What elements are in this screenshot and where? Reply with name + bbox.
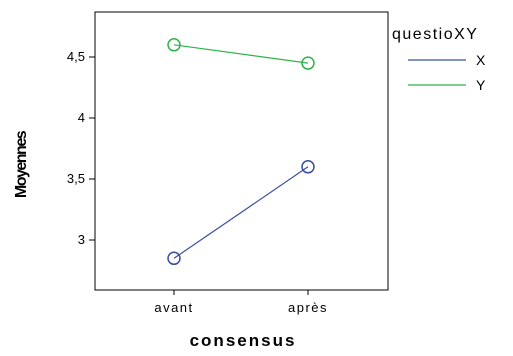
data-point-x <box>167 251 181 266</box>
x-tick-label: avant <box>154 300 193 315</box>
plot-frame <box>94 11 389 291</box>
legend-label-x: X <box>476 52 486 68</box>
y-tick-label: 4,5 <box>67 49 85 64</box>
y-tick-label: 3 <box>78 232 85 247</box>
y-axis-label: Moyennes <box>13 130 30 198</box>
x-axis-label: consensus <box>190 331 297 350</box>
data-point-x <box>301 160 315 174</box>
data-point-y <box>301 56 315 70</box>
y-tick-label: 4 <box>78 110 85 125</box>
x-tick-label: après <box>288 300 328 315</box>
legend-title: questioXY <box>392 26 478 43</box>
series-line-x <box>173 166 309 259</box>
y-tick-label: 3,5 <box>67 171 85 186</box>
series-line-y <box>173 44 309 64</box>
legend-label-y: Y <box>476 77 486 93</box>
data-point-y <box>167 38 181 52</box>
